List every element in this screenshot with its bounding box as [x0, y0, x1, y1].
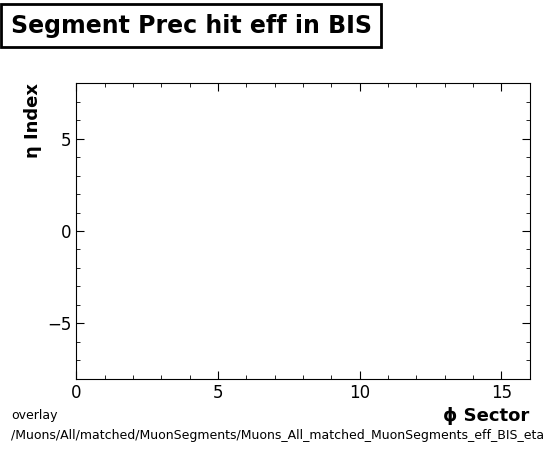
- Text: /Muons/All/matched/MuonSegments/Muons_All_matched_MuonSegments_eff_BIS_eta: /Muons/All/matched/MuonSegments/Muons_Al…: [11, 429, 544, 442]
- Text: overlay: overlay: [11, 409, 57, 422]
- Y-axis label: η Index: η Index: [23, 83, 41, 158]
- Text: Segment Prec hit eff in BIS: Segment Prec hit eff in BIS: [11, 14, 372, 38]
- X-axis label: ϕ Sector: ϕ Sector: [443, 407, 530, 425]
